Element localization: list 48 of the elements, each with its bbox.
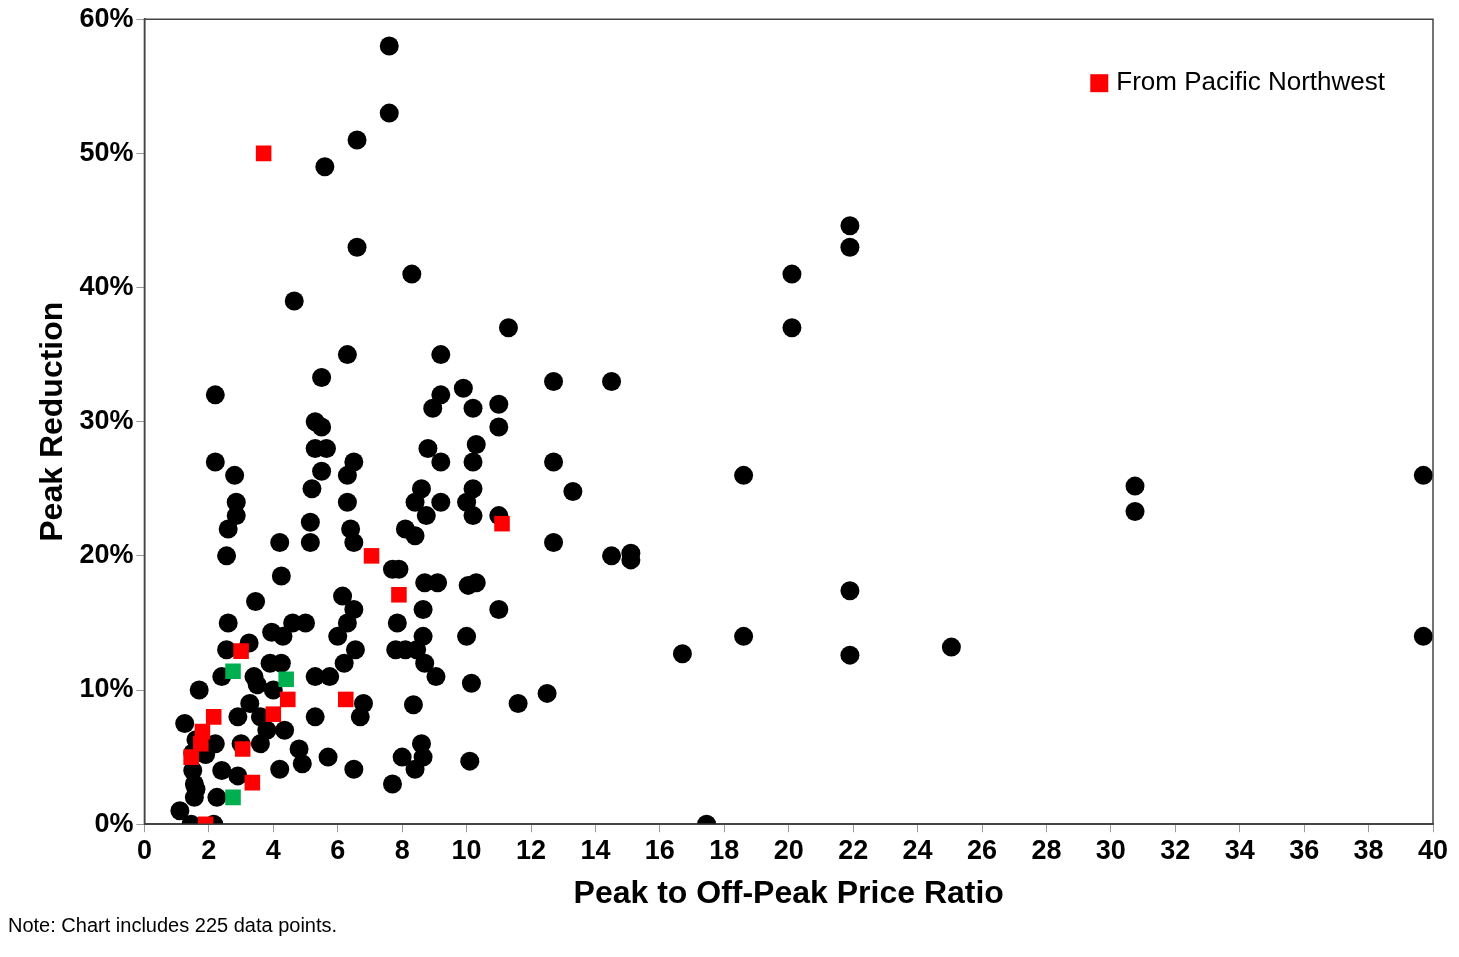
- y-tick-label: 60%: [79, 2, 134, 33]
- x-tick-label: 40: [1417, 834, 1449, 865]
- x-tick-label: 24: [902, 834, 933, 865]
- x-tick-label: 38: [1353, 834, 1384, 865]
- x-tick-label: 8: [394, 834, 410, 865]
- y-tick-label: 10%: [79, 673, 134, 704]
- x-tick-label: 20: [773, 834, 804, 865]
- y-axis-title: Peak Reduction: [33, 301, 70, 542]
- y-tick-label: 50%: [79, 136, 134, 167]
- y-tick-label: 40%: [79, 270, 134, 301]
- x-tick-label: 10: [451, 834, 482, 865]
- point: [234, 741, 251, 757]
- x-tick-label: 16: [644, 834, 675, 865]
- point: [233, 643, 249, 659]
- point: [265, 706, 282, 722]
- point: [278, 671, 294, 688]
- point: [280, 691, 296, 708]
- x-tick-label: 18: [709, 834, 740, 865]
- point: [225, 789, 241, 806]
- point: [363, 548, 380, 564]
- x-axis-title: Peak to Off-Peak Price Ratio: [573, 873, 1004, 910]
- point: [205, 709, 222, 725]
- point: [244, 774, 261, 791]
- x-tick-label: 22: [838, 834, 869, 865]
- legend-label: From Pacific Northwest: [1116, 66, 1386, 97]
- point: [255, 145, 272, 162]
- x-tick-label: 36: [1289, 834, 1320, 865]
- x-tick-label: 4: [265, 834, 281, 865]
- point: [494, 515, 510, 532]
- text: Note: Chart includes 225 data points.: [8, 914, 338, 937]
- x-tick-label: 30: [1095, 834, 1126, 865]
- y-tick-label: 20%: [79, 539, 134, 570]
- point: [338, 691, 354, 708]
- x-tick-label: 28: [1031, 834, 1062, 865]
- y-tick-label: 30%: [79, 405, 134, 436]
- x-tick-label: 26: [966, 834, 998, 865]
- point: [225, 663, 241, 680]
- x-tick-label: 32: [1160, 834, 1191, 865]
- x-tick-label: 0: [136, 834, 152, 865]
- y-tick-label: 0%: [94, 807, 134, 838]
- point: [193, 735, 209, 752]
- point: [183, 749, 199, 765]
- x-tick-label: 12: [515, 834, 547, 865]
- x-tick-label: 34: [1224, 834, 1255, 865]
- x-tick-label: 14: [580, 834, 611, 865]
- x-tick-label: 2: [201, 834, 217, 865]
- x-tick-label: 6: [330, 834, 346, 865]
- point: [391, 587, 407, 603]
